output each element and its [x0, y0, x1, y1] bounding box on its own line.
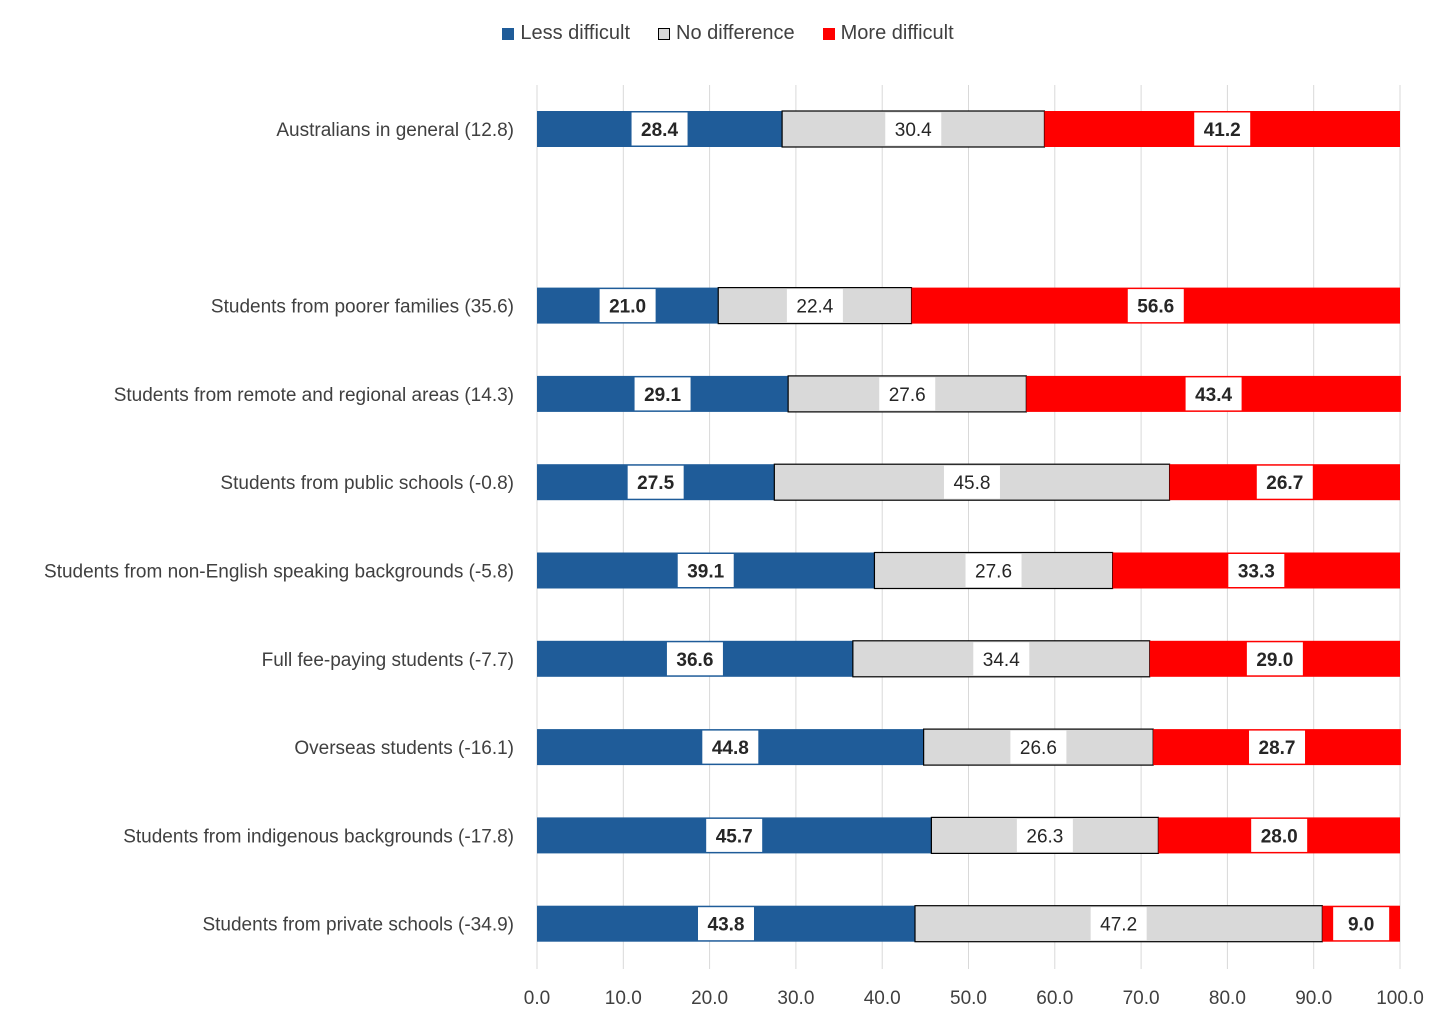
data-label-1-6: 34.4: [983, 650, 1020, 671]
data-label-1-0: 30.4: [895, 120, 932, 141]
data-label-bg-1-5: [965, 554, 1022, 587]
data-label-bg-0-0: [631, 112, 688, 146]
data-label-0-6: 36.6: [676, 650, 713, 671]
data-label-0-7: 44.8: [712, 738, 749, 759]
data-label-1-5: 27.6: [975, 562, 1012, 583]
category-label-8: Students from indigenous backgrounds (-1…: [123, 826, 514, 847]
data-label-1-9: 47.2: [1100, 915, 1137, 936]
data-label-bg-1-4: [943, 465, 1000, 499]
data-label-1-2: 22.4: [796, 297, 833, 318]
data-label-bg-2-7: [1249, 730, 1306, 764]
data-label-0-9: 43.8: [708, 915, 745, 936]
data-label-1-7: 26.6: [1020, 738, 1057, 759]
category-label-7: Overseas students (-16.1): [294, 738, 514, 759]
x-tick-label-1: 10.0: [605, 988, 642, 1009]
category-label-6: Full fee-paying students (-7.7): [262, 650, 514, 671]
data-label-bg-1-7: [1010, 730, 1067, 764]
legend-item-1: No difference: [658, 22, 795, 45]
data-label-bg-0-8: [706, 818, 763, 852]
legend-swatch-1: [658, 27, 671, 40]
legend-label-1: No difference: [676, 22, 795, 44]
x-axis-ticks: 0.0 10.0 20.0 30.0 40.0 50.0 60.0 70.0 80.0 90.0 1…: [524, 988, 1424, 1009]
data-label-bg-1-2: [786, 289, 843, 323]
data-label-0-4: 27.5: [637, 473, 674, 494]
legend-item-0: Less difficult: [502, 22, 630, 45]
data-label-bg-2-6: [1246, 642, 1303, 676]
data-label-bg-0-6: [666, 642, 723, 676]
data-label-bg-1-8: [1016, 818, 1073, 852]
data-label-0-0: 28.4: [641, 120, 678, 141]
legend-item-2: More difficult: [822, 22, 954, 45]
data-label-1-4: 45.8: [953, 473, 990, 494]
data-label-0-5: 39.1: [687, 562, 724, 583]
data-label-bg-1-0: [885, 112, 942, 146]
data-label-2-8: 28.0: [1261, 826, 1298, 847]
category-label-3: Students from remote and regional areas …: [114, 385, 514, 406]
category-label-4: Students from public schools (-0.8): [220, 473, 514, 494]
data-label-bg-2-4: [1256, 465, 1313, 499]
data-label-0-8: 45.7: [716, 826, 753, 847]
data-label-bg-0-4: [627, 465, 684, 499]
legend: Less difficult No difference More difficul…: [0, 22, 1456, 45]
data-label-bg-0-3: [634, 377, 691, 411]
data-label-bg-2-3: [1185, 377, 1242, 411]
category-label-0: Australians in general (12.8): [276, 120, 514, 141]
data-label-0-3: 29.1: [644, 385, 681, 406]
data-label-bg-2-2: [1127, 289, 1184, 323]
data-label-bg-1-3: [879, 377, 936, 411]
legend-label-2: More difficult: [840, 22, 954, 44]
data-label-2-4: 26.7: [1266, 473, 1303, 494]
x-tick-label-7: 70.0: [1123, 988, 1160, 1009]
category-label-9: Students from private schools (-34.9): [202, 915, 514, 936]
x-tick-label-4: 40.0: [864, 988, 901, 1009]
data-label-2-0: 41.2: [1204, 120, 1241, 141]
x-tick-label-3: 30.0: [777, 988, 814, 1009]
data-label-1-8: 26.3: [1026, 826, 1063, 847]
data-label-2-7: 28.7: [1259, 738, 1296, 759]
x-tick-label-10: 100.0: [1376, 988, 1424, 1009]
x-tick-label-5: 50.0: [950, 988, 987, 1009]
data-labels: 28.4 30.4 41.2 21.0 22.4 56.6 29.1 27.6 43.4 27.5…: [599, 112, 1390, 941]
x-tick-label-6: 60.0: [1036, 988, 1073, 1009]
data-label-2-2: 56.6: [1137, 297, 1174, 318]
data-label-bg-2-9: [1333, 907, 1390, 941]
data-label-bg-0-2: [599, 289, 656, 323]
data-label-bg-2-5: [1228, 554, 1285, 587]
legend-label-0: Less difficult: [520, 22, 631, 44]
x-tick-label-0: 0.0: [524, 988, 550, 1009]
data-label-bg-0-9: [697, 907, 754, 941]
data-label-1-3: 27.6: [889, 385, 926, 406]
data-label-bg-0-5: [677, 554, 734, 587]
x-tick-label-2: 20.0: [691, 988, 728, 1009]
data-label-bg-1-6: [973, 642, 1030, 676]
data-label-2-5: 33.3: [1238, 562, 1275, 583]
data-label-2-9: 9.0: [1348, 915, 1374, 936]
x-tick-label-9: 90.0: [1295, 988, 1332, 1009]
category-label-2: Students from poorer families (35.6): [211, 297, 514, 318]
data-label-bg-2-8: [1251, 818, 1308, 852]
data-label-bg-1-9: [1090, 907, 1147, 941]
x-tick-label-8: 80.0: [1209, 988, 1246, 1009]
data-label-bg-0-7: [702, 730, 759, 764]
data-label-2-3: 43.4: [1195, 385, 1232, 406]
data-label-bg-2-0: [1194, 112, 1251, 146]
data-label-2-6: 29.0: [1256, 650, 1293, 671]
legend-swatch-2: [822, 27, 835, 40]
data-label-0-2: 21.0: [609, 297, 646, 318]
category-labels: Australians in general (12.8) Students fr…: [44, 120, 514, 936]
category-label-5: Students from non-English speaking backg…: [44, 562, 514, 583]
legend-swatch-0: [502, 27, 515, 40]
